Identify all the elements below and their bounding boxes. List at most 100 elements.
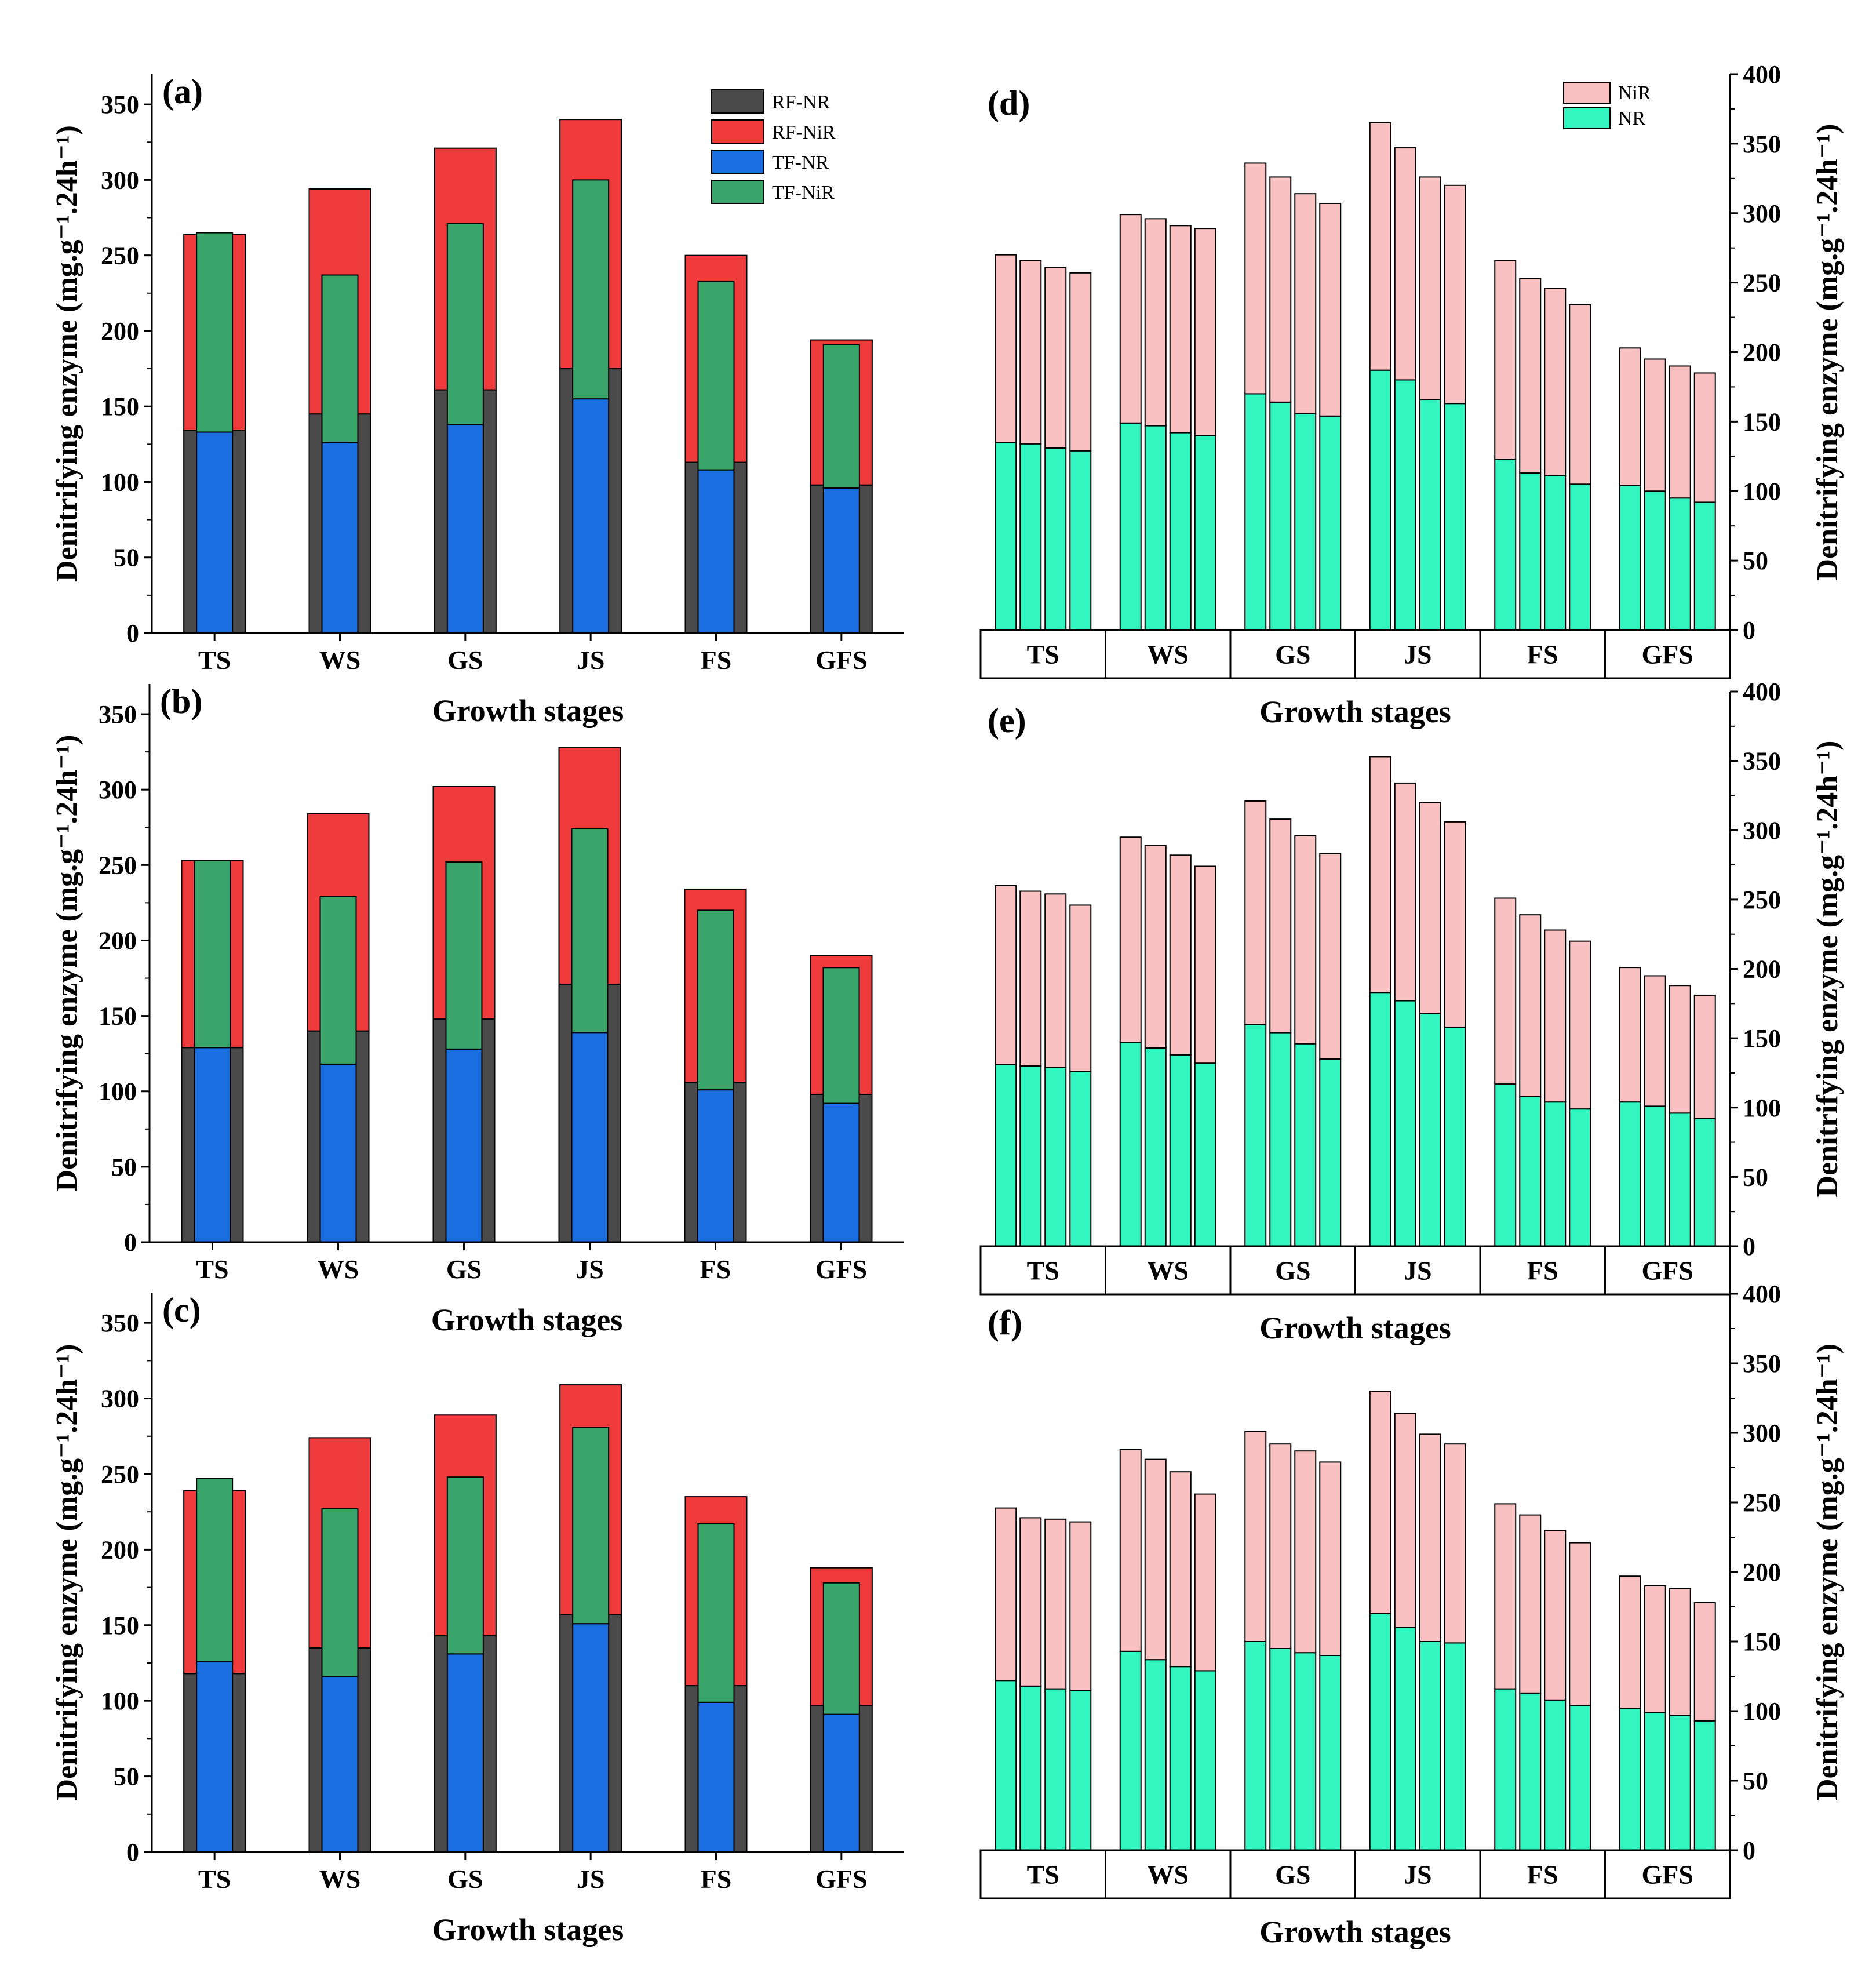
bar-nir [1169,1471,1192,1668]
bar-nr [1544,1699,1567,1851]
y-axis-title: Denitrifying enzyme (mg.g⁻¹.24h⁻¹) [1811,1344,1844,1800]
x-tick-label: JS [1404,1256,1432,1286]
bar-nir [1569,940,1591,1110]
bar-nir [1494,1503,1517,1690]
bar-nir [1444,821,1466,1028]
bar-nir [1394,1413,1416,1628]
y-tick-label: 50 [1743,1163,1768,1191]
bar-nr [1294,1043,1317,1247]
bar-nr [1369,369,1391,631]
x-tick-label: TS [198,645,231,675]
y-tick-label: 350 [101,90,139,119]
x-axis-title: Growth stages [431,1302,623,1337]
bar-nr [1169,1666,1192,1851]
y-tick-label: 300 [99,776,137,804]
x-axis-title: Growth stages [1259,694,1451,729]
bar-nr [1619,1708,1641,1851]
x-tick-label: GFS [815,645,867,675]
bar-nir [1669,985,1691,1114]
x-tick-label: TS [198,1864,231,1894]
bar-nr [1194,435,1216,631]
x-axis-title: Growth stages [432,1912,624,1947]
bar-nr [1419,399,1441,631]
y-tick-label: 200 [101,1535,139,1564]
legend-label: RF-NiR [772,122,836,143]
y-tick-label: 400 [1743,60,1781,89]
bar-nir [1369,122,1391,371]
bar-nir [1069,1521,1092,1691]
legend-label: RF-NR [772,92,830,113]
bar-nir [1194,1493,1216,1672]
y-tick-label: 250 [99,851,137,879]
bar-tf-nir [697,909,734,1091]
bar-nir [1444,184,1466,405]
y-tick-label: 300 [1743,1419,1781,1447]
bar-nir [1119,1449,1142,1652]
bar-nir [1294,835,1317,1045]
bar-nr [1069,1690,1092,1851]
bar-nir [1019,1517,1042,1687]
bar-nr [1144,1047,1167,1247]
bar-nr [1669,497,1691,631]
bar-nr [1244,1641,1267,1851]
x-tick-label: TS [196,1254,228,1284]
bar-nir [1569,1542,1591,1706]
x-tick-label: WS [1147,640,1189,669]
y-tick-label: 400 [1743,678,1781,706]
bar-nir [1194,228,1216,436]
bar-nr [1044,1067,1067,1247]
bar-nir [1019,890,1042,1067]
panel-c: TS WS GS JS FS GFS 0 50 100 150 200 250 300 350 (c) Gro… [50,1291,904,1947]
x-tick-label: JS [577,1864,605,1894]
bar-tf-nr [697,1089,734,1243]
bar-nr [1519,472,1542,631]
y-tick-label: 350 [99,700,137,729]
panel-d: TS WS GS JS FS GFS 0 50 100 150 200 250 300 350 400 (d)… [979,60,1844,729]
bar-tf-nir [697,1523,735,1703]
y-tick-label: 350 [1743,1349,1781,1378]
bar-tf-nr [319,1063,357,1243]
bar-tf-nr [697,469,735,634]
bar-nir [1069,272,1092,452]
bar-nir [1693,372,1716,503]
bar-nr [1644,1105,1666,1247]
panel-label: (a) [162,72,203,111]
y-tick-label: 50 [114,544,139,572]
bar-tf-nir [196,1478,234,1662]
bar-nir [1319,853,1342,1060]
y-tick-label: 350 [1743,130,1781,158]
bar-tf-nir [572,179,610,400]
bar-nir [1644,975,1666,1107]
bar-nir [1269,818,1292,1034]
y-tick-label: 400 [1743,1280,1781,1308]
bar-nr [1169,432,1192,631]
bar-nir [1394,147,1416,381]
bar-nr [1119,1650,1142,1851]
bar-tf-nir [822,967,860,1104]
bar-nr [1019,1065,1042,1247]
y-axis-title: Denitrifying enzyme (mg.g⁻¹.24h⁻¹) [50,1344,83,1801]
bar-nr [1444,1642,1466,1851]
bar-nir [1244,162,1267,395]
category-box [1604,629,1731,679]
bar-nir [1494,897,1517,1085]
bar-nr [1319,415,1342,631]
bar-nr [1419,1013,1441,1247]
y-tick-label: 200 [1743,1558,1781,1586]
y-tick-label: 0 [124,1228,137,1257]
y-tick-label: 0 [126,619,139,647]
x-axis-title: Growth stages [1259,1915,1451,1949]
bar-nir [1519,278,1542,474]
bar-tf-nir [446,223,484,425]
bar-nr [1069,450,1092,631]
bar-nir [1569,304,1591,485]
bar-nr [1669,1112,1691,1247]
panel-b: TS WS GS JS FS GFS 0 50 100 150 200 250 300 350 (b) Gro… [50,682,904,1337]
x-tick-label: GFS [815,1254,867,1284]
bar-tf-nir [319,896,357,1065]
bar-tf-nr [196,1661,234,1853]
bar-tf-nr [446,424,484,634]
bar-nr [1569,1108,1591,1247]
bar-nir [1244,1431,1267,1643]
bar-nr [1693,501,1716,631]
